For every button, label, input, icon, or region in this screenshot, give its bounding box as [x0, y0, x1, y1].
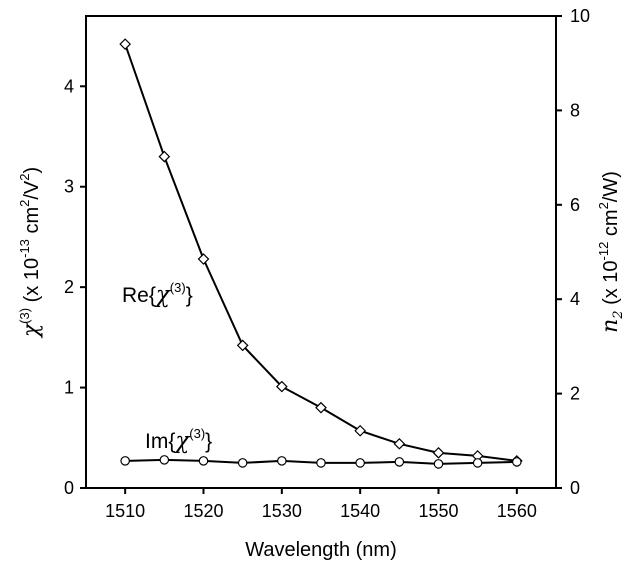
- data-point-im: [277, 456, 287, 466]
- data-point-re: [119, 38, 132, 50]
- im-series-label: Im{χ(3)}: [145, 426, 212, 454]
- right-tick-label: 8: [570, 100, 580, 120]
- data-point-im: [433, 459, 444, 469]
- data-point-im: [120, 456, 130, 466]
- data-point-im: [159, 455, 170, 465]
- data-point-re: [354, 424, 367, 437]
- x-axis-title: Wavelength (nm): [245, 539, 397, 561]
- x-axis-ticks: 1510 1520 1530 1540 1550 1560: [105, 488, 537, 521]
- plot-frame: [85, 15, 557, 489]
- data-point-im: [472, 458, 483, 468]
- x-tick-label: 1530: [262, 501, 302, 521]
- data-point-im: [512, 457, 522, 467]
- data-point-im: [394, 457, 405, 467]
- x-tick-label: 1550: [418, 501, 458, 521]
- right-tick-label: 2: [570, 384, 580, 404]
- left-tick-label: 2: [64, 277, 74, 297]
- data-point-re: [197, 253, 210, 265]
- x-tick-label: 1560: [497, 501, 537, 521]
- left-y-axis-title: χ(3) (x 10-13 cm2/V2): [17, 167, 44, 339]
- left-tick-label: 0: [64, 478, 74, 498]
- right-axis-ticks: 0 2 4 6 8 10: [556, 6, 590, 498]
- x-tick-label: 1540: [340, 501, 380, 521]
- right-tick-label: 0: [570, 478, 580, 498]
- x-tick-label: 1520: [183, 501, 223, 521]
- left-tick-label: 3: [64, 177, 74, 197]
- data-point-re: [315, 401, 327, 414]
- data-point-im: [316, 458, 326, 468]
- right-tick-label: 6: [570, 195, 580, 215]
- data-point-im: [198, 456, 209, 466]
- left-tick-label: 1: [64, 378, 74, 398]
- series-line-re: [124, 43, 517, 462]
- re-series-label: Re{χ(3)}: [122, 280, 193, 308]
- data-point-re: [432, 447, 445, 459]
- data-point-re: [158, 150, 171, 163]
- series-layer: [119, 38, 523, 469]
- right-y-axis-title: n2 (x 10-12 cm2/W): [596, 171, 626, 333]
- right-tick-label: 4: [570, 289, 580, 309]
- data-point-im: [237, 458, 248, 468]
- data-point-re: [236, 339, 249, 352]
- left-axis-ticks: 0 1 2 3 4: [64, 76, 86, 498]
- data-point-im: [355, 458, 365, 468]
- left-tick-label: 4: [64, 76, 74, 96]
- data-point-re: [275, 380, 288, 393]
- right-tick-label: 10: [570, 6, 590, 26]
- x-tick-label: 1510: [105, 501, 145, 521]
- data-point-re: [393, 437, 406, 450]
